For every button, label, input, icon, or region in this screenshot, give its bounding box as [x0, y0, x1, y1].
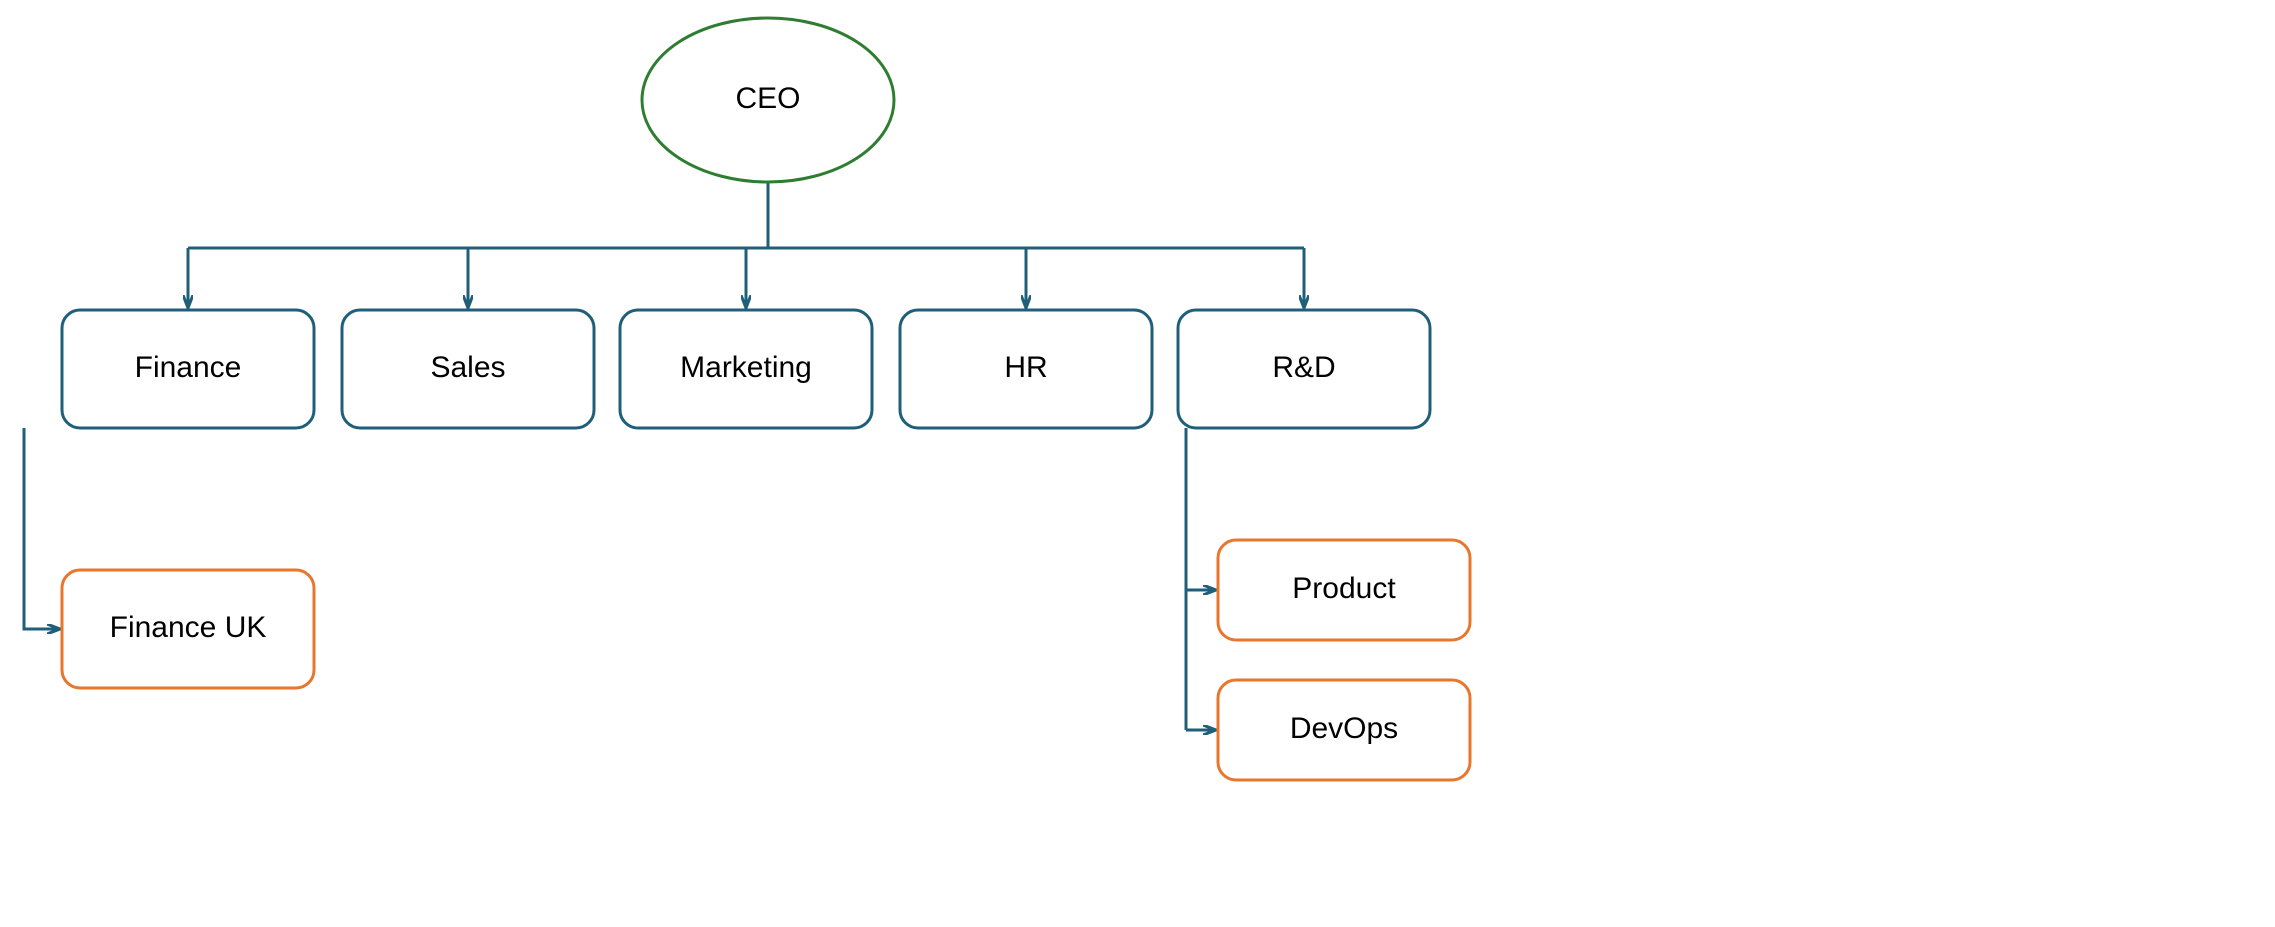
node-marketing: Marketing — [620, 310, 872, 428]
org-chart: CEO Finance Sales Marketing HR R&D Finance UK P… — [0, 0, 2275, 927]
node-label-marketing: Marketing — [680, 351, 812, 384]
node-hr: HR — [900, 310, 1152, 428]
node-label-product: Product — [1292, 572, 1396, 605]
edge-finance-to-finuk — [24, 428, 60, 629]
nodes: CEO Finance Sales Marketing HR R&D Finance UK P… — [62, 18, 1470, 780]
node-product: Product — [1218, 540, 1470, 640]
node-finuk: Finance UK — [62, 570, 314, 688]
node-label-rd: R&D — [1272, 351, 1335, 384]
node-rd: R&D — [1178, 310, 1430, 428]
node-label-ceo: CEO — [735, 82, 800, 115]
node-label-hr: HR — [1004, 351, 1047, 384]
node-sales: Sales — [342, 310, 594, 428]
node-label-sales: Sales — [430, 351, 505, 384]
node-label-finuk: Finance UK — [110, 611, 267, 644]
node-devops: DevOps — [1218, 680, 1470, 780]
node-label-finance: Finance — [135, 351, 242, 384]
node-label-devops: DevOps — [1290, 712, 1398, 745]
node-finance: Finance — [62, 310, 314, 428]
node-ceo: CEO — [642, 18, 894, 182]
